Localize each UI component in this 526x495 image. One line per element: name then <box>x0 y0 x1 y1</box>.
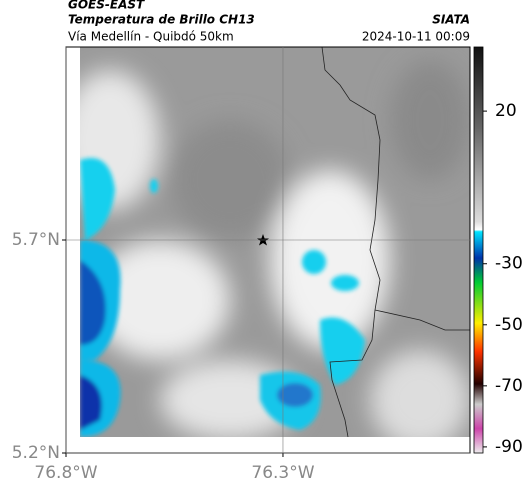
colorbar-tick-label: -70 <box>495 376 523 396</box>
title: GOES-EAST <box>68 0 145 12</box>
datetime: 2024-10-11 00:09 <box>362 30 470 44</box>
source: SIATA <box>432 13 470 27</box>
satellite-image <box>80 47 470 437</box>
x-tick-label: 76.8°W <box>34 463 97 483</box>
colorbar-tick-label: -30 <box>495 254 523 274</box>
y-tick-label: 5.7°N <box>12 230 60 250</box>
y-tick-label: 5.2°N <box>12 443 60 463</box>
colorbar-tick-label: -90 <box>495 437 523 457</box>
subtitle: Temperatura de Brillo CH13 <box>68 13 255 27</box>
colorbar-tick-label: -50 <box>495 315 523 335</box>
route: Vía Medellín - Quibdó 50km <box>68 30 234 44</box>
colorbar <box>473 46 484 454</box>
colorbar-tick-label: 20 <box>495 101 517 121</box>
x-tick-label: 76.3°W <box>251 463 314 483</box>
